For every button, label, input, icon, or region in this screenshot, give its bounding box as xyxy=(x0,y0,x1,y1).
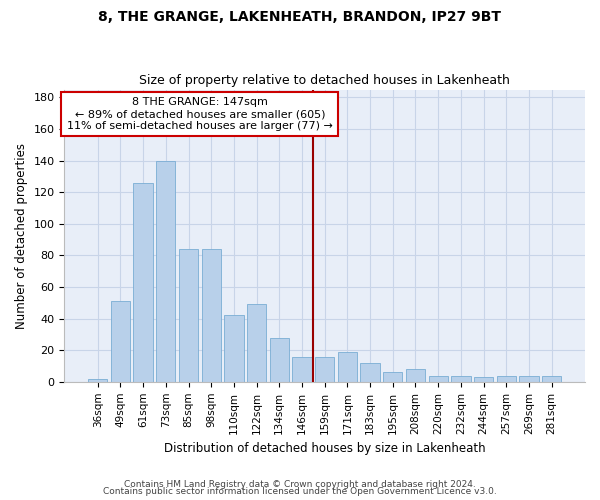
Bar xyxy=(247,304,266,382)
Bar xyxy=(383,372,403,382)
Y-axis label: Number of detached properties: Number of detached properties xyxy=(15,142,28,328)
Bar xyxy=(497,376,516,382)
Text: 8 THE GRANGE: 147sqm
← 89% of detached houses are smaller (605)
11% of semi-deta: 8 THE GRANGE: 147sqm ← 89% of detached h… xyxy=(67,98,333,130)
Text: Contains public sector information licensed under the Open Government Licence v3: Contains public sector information licen… xyxy=(103,487,497,496)
Bar xyxy=(361,363,380,382)
Bar xyxy=(315,356,334,382)
Bar xyxy=(520,376,539,382)
Bar xyxy=(406,369,425,382)
Bar xyxy=(111,301,130,382)
Bar xyxy=(292,356,311,382)
Bar xyxy=(269,338,289,382)
Bar xyxy=(428,376,448,382)
Bar xyxy=(542,376,562,382)
Bar xyxy=(338,352,357,382)
Bar xyxy=(179,249,198,382)
Bar xyxy=(451,376,470,382)
Text: Contains HM Land Registry data © Crown copyright and database right 2024.: Contains HM Land Registry data © Crown c… xyxy=(124,480,476,489)
Bar xyxy=(88,378,107,382)
Bar xyxy=(202,249,221,382)
Bar xyxy=(224,316,244,382)
Text: 8, THE GRANGE, LAKENHEATH, BRANDON, IP27 9BT: 8, THE GRANGE, LAKENHEATH, BRANDON, IP27… xyxy=(98,10,502,24)
Bar xyxy=(133,183,153,382)
X-axis label: Distribution of detached houses by size in Lakenheath: Distribution of detached houses by size … xyxy=(164,442,485,455)
Bar xyxy=(156,160,175,382)
Title: Size of property relative to detached houses in Lakenheath: Size of property relative to detached ho… xyxy=(139,74,510,87)
Bar xyxy=(474,377,493,382)
